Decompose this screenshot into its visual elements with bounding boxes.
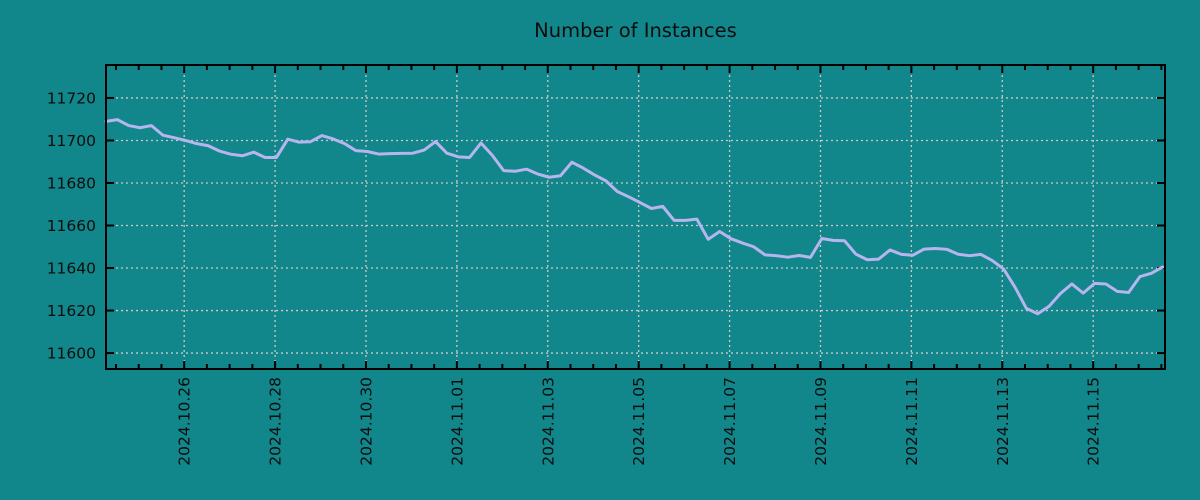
data-series xyxy=(104,118,1165,316)
axis-labels: 11600 11620 11640 11660 11680 11700 11720 2024.… xyxy=(47,89,1103,465)
x-tick-label: 2024.11.11 xyxy=(903,377,921,466)
x-tick-label: 2024.10.28 xyxy=(267,377,285,466)
plot-border xyxy=(105,64,1166,370)
chart-title: Number of Instances xyxy=(534,19,737,42)
x-tick-label: 2024.10.26 xyxy=(176,377,194,466)
x-tick-label: 2024.11.15 xyxy=(1085,377,1103,466)
grid-lines xyxy=(106,65,1165,369)
y-tick-label: 11620 xyxy=(47,302,96,320)
x-tick-label: 2024.11.07 xyxy=(721,377,739,466)
x-tick-label: 2024.11.03 xyxy=(539,377,557,466)
instances-line xyxy=(104,118,1165,316)
x-tick-label: 2024.11.13 xyxy=(994,377,1012,466)
y-tick-label: 11680 xyxy=(47,174,96,192)
y-tick-label: 11660 xyxy=(47,217,96,235)
y-tick-label: 11640 xyxy=(47,260,96,278)
y-tick-label: 11700 xyxy=(47,132,96,150)
y-tick-label: 11720 xyxy=(47,89,96,107)
x-tick-label: 2024.11.05 xyxy=(630,377,648,466)
x-tick-label: 2024.11.09 xyxy=(812,377,830,466)
x-tick-label: 2024.11.01 xyxy=(448,377,466,466)
y-tick-label: 11600 xyxy=(47,345,96,363)
x-tick-label: 2024.10.30 xyxy=(357,377,375,466)
